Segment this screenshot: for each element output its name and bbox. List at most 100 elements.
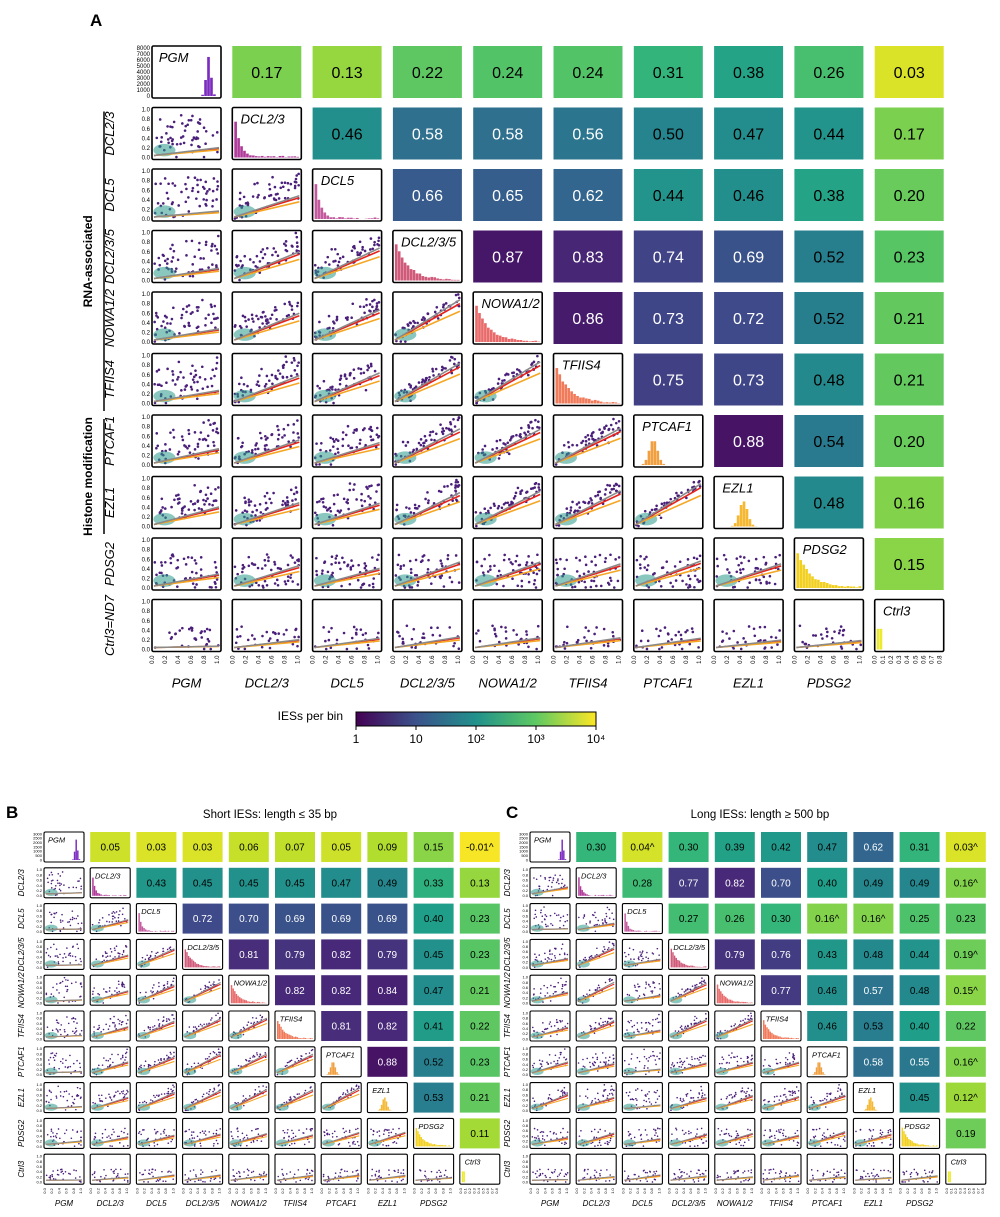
scatter-point (197, 248, 201, 252)
fit-line (394, 437, 461, 464)
scatter-point (190, 570, 194, 574)
scatter-point (108, 921, 111, 923)
scatter-point (439, 490, 443, 494)
scatter-point (297, 172, 300, 176)
scatter-point (162, 1180, 164, 1182)
scatter-point (385, 1129, 388, 1131)
scatter-point (198, 204, 202, 208)
scatter-point (79, 929, 82, 931)
scatter-point (768, 574, 772, 578)
scatter-1-0: 1.00.80.60.40.20.0 (142, 106, 222, 162)
scatter-point (281, 436, 284, 439)
corr-tile (182, 867, 223, 898)
scatter-9-2 (135, 1153, 177, 1185)
scatter-point (193, 1062, 196, 1065)
scatter-point (515, 554, 519, 558)
scatter-point (596, 493, 600, 497)
scatter-point (155, 1131, 158, 1133)
scatter-3-2 (135, 938, 177, 970)
scatter-point (188, 1026, 191, 1028)
scatter-point (200, 1173, 202, 1175)
scatter-point (358, 305, 362, 308)
scatter-point (696, 578, 699, 581)
fit-line (234, 564, 300, 587)
scatter-point (323, 1134, 326, 1137)
scatter-point (180, 512, 184, 515)
hist-bar (579, 397, 582, 404)
scatter-frame (472, 598, 544, 653)
scatter-point (67, 954, 70, 956)
scatter-point (507, 557, 511, 561)
hist-bar (516, 339, 520, 342)
scatter-point (327, 314, 331, 318)
scatter-y-tick: 0.0 (142, 648, 151, 654)
scatter-point (243, 254, 247, 258)
scatter-point (54, 887, 57, 890)
x-tick: 0.8 (443, 655, 449, 664)
scatter-point (287, 1128, 289, 1131)
scatter-point (211, 429, 215, 432)
scatter-point (205, 192, 208, 195)
scatter-point (216, 184, 220, 188)
scatter-point (576, 641, 579, 644)
scatter-point (412, 511, 416, 515)
fit-line (153, 573, 220, 587)
x-tick: 0.7 (930, 655, 936, 664)
x-axis-label: PGM (172, 676, 202, 691)
scatter-point (117, 1173, 119, 1175)
scatter-point (283, 1137, 285, 1139)
scatter-point (435, 432, 438, 436)
scatter-point (208, 585, 212, 589)
scatter-point (187, 321, 191, 325)
scatter-point (63, 884, 65, 886)
hist-bar (138, 913, 140, 932)
scatter-point (289, 1096, 292, 1099)
hist-bar (641, 463, 645, 465)
scatter-point (70, 1137, 73, 1140)
scatter-point (512, 628, 515, 632)
scatter-point (50, 880, 53, 882)
scatter-point (184, 182, 187, 186)
diag-hist-9: Ctrl3 (873, 598, 945, 653)
scatter-point (218, 979, 220, 981)
scatter-point (194, 369, 197, 372)
hist-bar (439, 278, 442, 281)
scatter-point (289, 182, 293, 186)
x-tick: 0.0 (632, 655, 638, 664)
diag-frame (873, 598, 945, 653)
scatter-point (127, 1173, 129, 1175)
scatter-point (245, 1134, 248, 1137)
scatter-point (147, 1181, 149, 1183)
scatter-point (153, 1145, 156, 1147)
scatter-point (284, 248, 288, 252)
scatter-point (695, 557, 699, 561)
scatter-point (457, 483, 461, 487)
scatter-point (457, 581, 461, 584)
scatter-y-tick: 0.6 (142, 250, 151, 256)
scatter-point (252, 320, 255, 323)
scatter-point (584, 443, 588, 447)
scatter-point (276, 437, 280, 441)
scatter-point (414, 646, 417, 650)
scatter-point (153, 262, 156, 265)
hist-bar (341, 217, 344, 219)
hist-bar (504, 337, 508, 342)
corr-cell-3-6: 0.82 (321, 939, 362, 970)
hist-bar (837, 586, 841, 588)
corr-value: 0.03 (894, 65, 925, 82)
scatter-point (60, 921, 62, 923)
scatter-point (200, 1179, 202, 1181)
scatter-point (502, 584, 505, 588)
scatter-point (80, 960, 82, 963)
scatter-point (282, 427, 286, 431)
corr-cell-0-5: 0.24 (553, 46, 623, 98)
scatter-point (295, 373, 299, 376)
scatter-point (118, 955, 120, 957)
scatter-point (606, 483, 609, 487)
scatter-point (237, 1135, 239, 1138)
scatter-point (589, 646, 593, 650)
scatter-point (640, 629, 644, 633)
scatter-point (211, 263, 214, 266)
scatter-point (117, 952, 119, 954)
scatter-point (170, 1140, 172, 1143)
